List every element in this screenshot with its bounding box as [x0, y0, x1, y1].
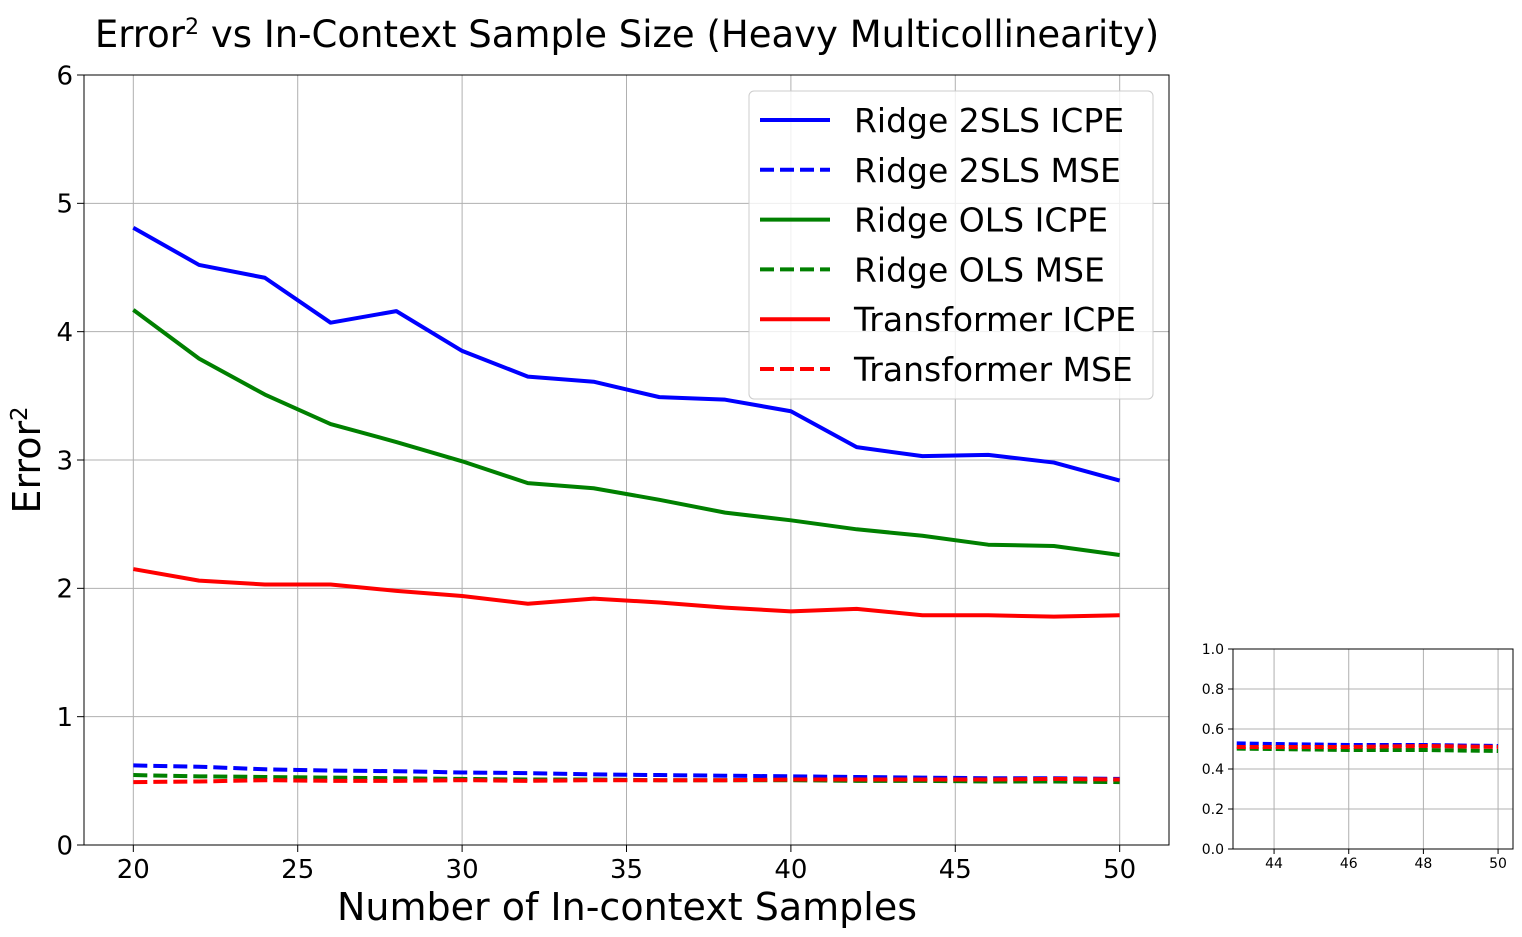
inset-series-line-2 [1236, 744, 1499, 749]
legend-entry: Transformer ICPE [853, 300, 1136, 339]
main-frame [83, 74, 1170, 846]
chart-title: Error2 vs In-Context Sample Size (Heavy … [95, 13, 1159, 56]
main-y-tick-label: 2 [56, 575, 73, 605]
inset-x-tick-label: 48 [1414, 856, 1432, 872]
main-series-line-4 [132, 567, 1120, 619]
main-x-tick-label: 25 [281, 855, 314, 885]
inset-y-tick-label: 0.4 [1202, 762, 1224, 778]
main-series-line-0 [132, 225, 1121, 483]
inset-x-tick-label: 46 [1340, 856, 1358, 872]
legend: Ridge 2SLS ICPE Ridge 2SLS MSE Ridge OLS I… [748, 90, 1154, 400]
inset-x-tick-label: 44 [1265, 856, 1283, 872]
inset-series-line-1 [1236, 746, 1499, 753]
main-x-tick-label: 30 [446, 855, 479, 885]
inset-y-tick-label: 0.6 [1202, 722, 1224, 738]
y-axis-label: Error2 [5, 406, 49, 513]
legend-entry: Ridge 2SLS ICPE [854, 101, 1124, 140]
main-y-tick-label: 1 [56, 703, 73, 733]
inset-y-tick-label: 0.0 [1202, 842, 1224, 858]
x-axis-label: Number of In-context Samples [337, 885, 917, 929]
main-y-tick-label: 5 [56, 190, 73, 220]
main-x-tick-label: 35 [610, 855, 643, 885]
inset-frame [1232, 648, 1514, 850]
main-y-tick-label: 4 [56, 318, 73, 348]
main-series-line-5 [133, 776, 1120, 785]
legend-entry: Ridge 2SLS MSE [854, 151, 1121, 190]
main-y-tick-label: 3 [56, 446, 73, 476]
legend-frame [748, 90, 1154, 400]
inset-y-tick-label: 1.0 [1202, 642, 1224, 658]
main-y-tick-label: 0 [56, 831, 73, 861]
legend-entry: Ridge OLS MSE [854, 250, 1105, 289]
legend-entry: Ridge OLS ICPE [854, 201, 1108, 240]
main-x-tick-label: 20 [117, 855, 150, 885]
main-x-tick-label: 45 [939, 855, 972, 885]
main-x-tick-label: 50 [1103, 855, 1136, 885]
main-x-tick-label: 40 [774, 855, 807, 885]
inset-plot-area: 44 46 48 50 0.0 0.2 0.4 0.6 0.8 1.0 [1202, 642, 1514, 872]
main-series-line-2 [132, 308, 1120, 557]
inset-x-tick-label: 50 [1489, 856, 1507, 872]
main-y-tick-label: 6 [56, 61, 73, 91]
inset-y-tick-label: 0.2 [1202, 802, 1224, 818]
inset-y-tick-label: 0.8 [1202, 682, 1224, 698]
legend-entry: Transformer MSE [853, 350, 1133, 389]
